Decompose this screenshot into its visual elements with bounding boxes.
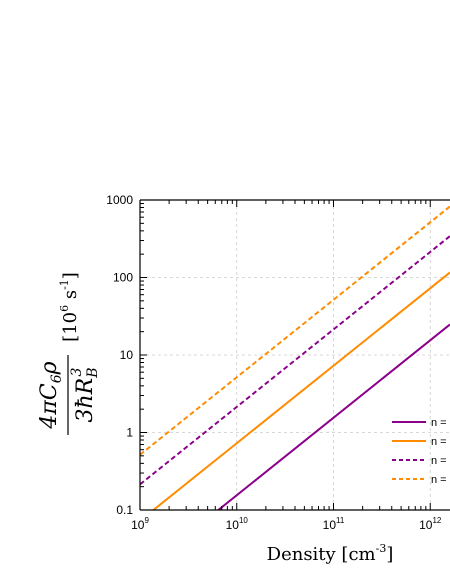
series-line-3	[140, 235, 450, 486]
x-tick-label: 1012	[419, 516, 442, 532]
y-unit-suffix: ]	[60, 272, 81, 279]
x-axis-title-exp: -3	[376, 542, 387, 555]
y-unit-exp2: -1	[58, 279, 71, 290]
series-line-2	[151, 271, 450, 510]
legend-label-4: n =	[431, 474, 447, 486]
x-tick-label: 109	[131, 516, 149, 532]
x-tick-label: 1011	[323, 516, 345, 532]
series-line-1	[216, 323, 450, 510]
y-tick-label: 1	[126, 426, 133, 440]
y-tick-label: 1000	[106, 193, 133, 207]
x-tick-label: 1010	[226, 516, 249, 532]
grid	[140, 200, 450, 510]
legend-label-1: n =	[431, 417, 447, 429]
y-tick-label: 0.1	[116, 503, 133, 517]
y-axis-title-denominator: 3ħRB3	[69, 367, 101, 422]
legend-label-2: n =	[431, 436, 447, 448]
y-axis-title-unit: [106 s-1]	[58, 272, 81, 342]
y-unit-exp: 6	[58, 305, 71, 312]
legend-label-3: n =	[431, 455, 447, 467]
x-axis-title-suffix: ]	[386, 544, 393, 565]
x-axis-title: Density [cm-3]	[267, 542, 394, 565]
ticks	[139, 199, 431, 511]
legend: n = n = n = n =	[392, 417, 447, 486]
tick-labels: 109 1010 1011 1012 0.1 1 10 100 1000	[106, 193, 442, 532]
y-unit-prefix: [10	[60, 312, 81, 342]
y-tick-label: 10	[120, 348, 134, 362]
y-axis-title: 4πC6ρ 3ħRB3 [106 s-1]	[37, 272, 101, 435]
x-axis-title-text: Density [cm	[267, 544, 376, 565]
y-unit-mid: s	[60, 290, 81, 305]
series-line-4	[140, 205, 450, 456]
y-axis-title-numerator: 4πC6ρ	[37, 361, 65, 429]
series-group	[140, 205, 450, 510]
y-tick-label: 100	[113, 271, 133, 285]
